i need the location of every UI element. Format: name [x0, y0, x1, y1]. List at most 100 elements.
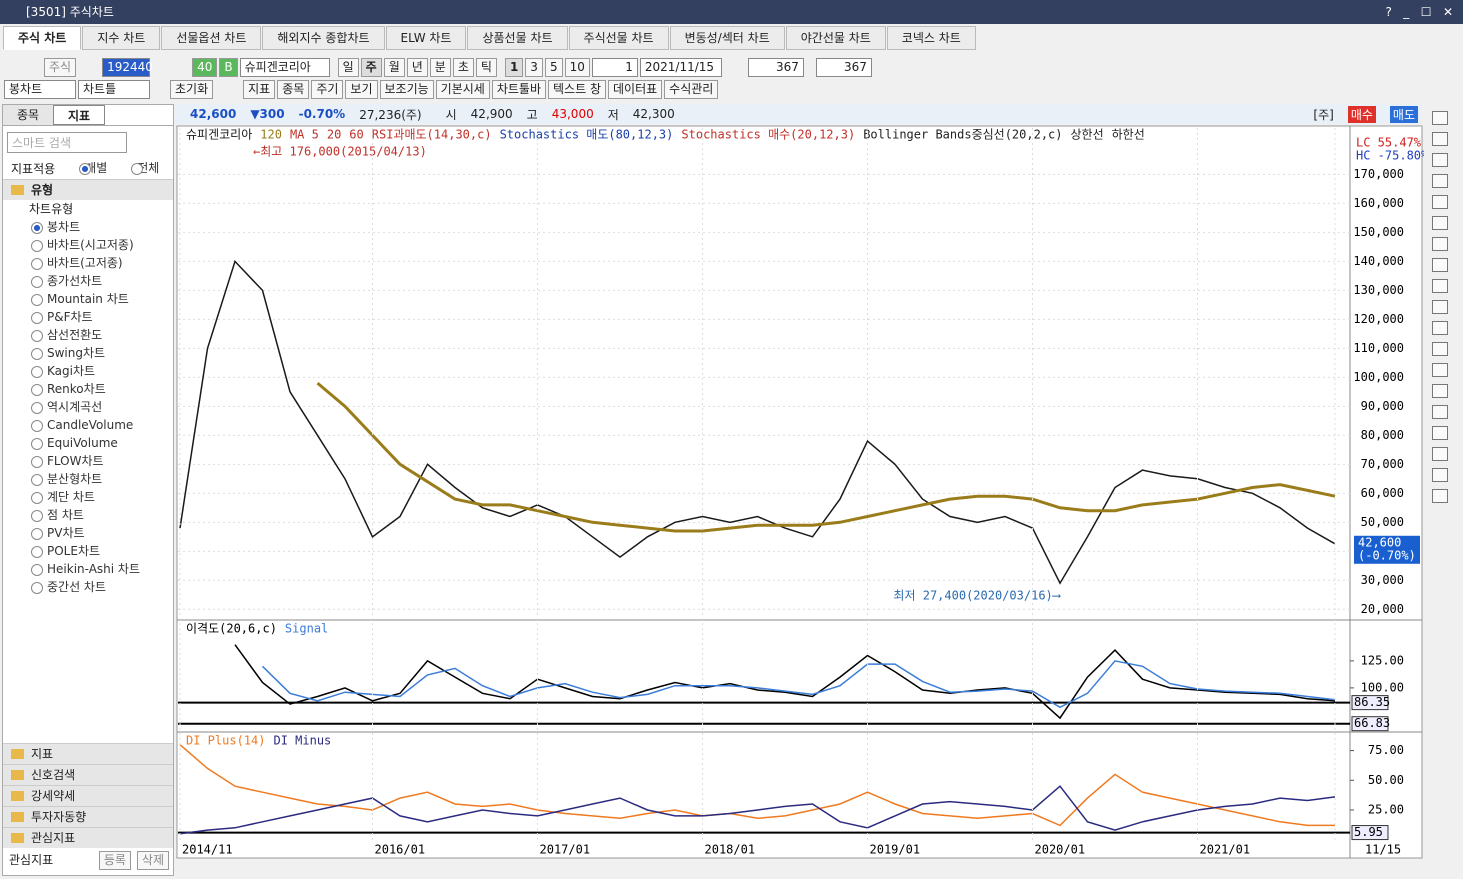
count-button[interactable]: 1	[504, 57, 524, 77]
date-input[interactable]: 2021/11/15	[639, 57, 722, 77]
chart-type[interactable]: Renko차트	[19, 380, 173, 398]
period-button[interactable]: 틱	[475, 57, 497, 77]
tool[interactable]	[1432, 426, 1448, 440]
chart-type[interactable]: 삼선전환도	[19, 326, 173, 344]
count-button[interactable]: 10	[564, 57, 590, 77]
group-header[interactable]: 신호검색	[3, 764, 173, 785]
chart-type[interactable]: 점 차트	[19, 506, 173, 524]
tool-button[interactable]: 종목	[277, 79, 310, 99]
period-button[interactable]: 월	[383, 57, 405, 77]
tool[interactable]	[1432, 216, 1448, 230]
radio[interactable]: 개별	[67, 159, 107, 177]
tab[interactable]: 주식 차트	[3, 26, 82, 50]
side-tab[interactable]: 지표	[53, 105, 105, 125]
chart-type[interactable]: Mountain 차트	[19, 290, 173, 308]
group-header[interactable]: 강세약세	[3, 785, 173, 806]
quote-sell[interactable]: 매도	[1389, 105, 1418, 123]
tool[interactable]	[1432, 174, 1448, 188]
chart-type[interactable]: 바차트(시고저종)	[19, 236, 173, 254]
tab[interactable]: 지수 차트	[82, 26, 161, 50]
chart-type[interactable]: EquiVolume	[19, 434, 173, 452]
chart-type[interactable]: CandleVolume	[19, 416, 173, 434]
legend-item: 하한선	[1112, 128, 1145, 142]
chart-type[interactable]: Kagi차트	[19, 362, 173, 380]
tool[interactable]	[1432, 153, 1448, 167]
tool-button[interactable]: 기본시세	[435, 79, 490, 99]
tool[interactable]	[1432, 468, 1448, 482]
tool[interactable]	[1432, 363, 1448, 377]
chart-type[interactable]: PV차트	[19, 524, 173, 542]
tool-button[interactable]: 초기화	[170, 79, 214, 99]
tool-button[interactable]: 보조기능	[379, 79, 434, 99]
count-button[interactable]: 5	[544, 57, 563, 77]
tool-button[interactable]: 차트툴바	[491, 79, 547, 99]
tool-button[interactable]: 보기	[345, 79, 378, 99]
tool[interactable]	[1432, 489, 1448, 503]
tool[interactable]	[1432, 132, 1448, 146]
window-controls[interactable]: ? _ ☐ ✕	[1385, 5, 1453, 19]
chart-type[interactable]: POLE차트	[19, 542, 173, 560]
tab[interactable]: 야간선물 차트	[785, 26, 886, 50]
tool-button[interactable]: 데이터표	[608, 79, 663, 99]
radio[interactable]: 전체	[119, 159, 159, 177]
code-input[interactable]: 192440	[102, 57, 153, 77]
tab[interactable]: 상품선물 차트	[467, 26, 568, 50]
tool[interactable]	[1432, 258, 1448, 272]
y-tick-label: 100.00	[1361, 680, 1404, 694]
tool[interactable]	[1432, 405, 1448, 419]
unit-select[interactable]: 1	[591, 57, 638, 77]
tool[interactable]	[1432, 279, 1448, 293]
tab[interactable]: 주식선물 차트	[568, 26, 669, 50]
quote-buy[interactable]: 매수	[1347, 105, 1376, 123]
legend-item: DI Plus(14)	[186, 734, 265, 748]
chart-type[interactable]: 역시계곡선	[19, 398, 173, 416]
chart-type[interactable]: 분산형차트	[19, 470, 173, 488]
tool[interactable]	[1432, 321, 1448, 335]
footer-button[interactable]: 삭제	[136, 851, 169, 870]
tool[interactable]	[1432, 447, 1448, 461]
bottom-groups: 지표 신호검색 강세약세 투자자동향 관심지표	[3, 743, 173, 848]
count-button[interactable]: 3	[525, 57, 543, 77]
chart-type[interactable]: P&F차트	[19, 308, 173, 326]
chip[interactable]: 40	[192, 57, 218, 77]
tool-button[interactable]: 텍스트 창	[548, 79, 606, 99]
chart-type[interactable]: 바차트(고저종)	[19, 254, 173, 272]
chart-type[interactable]: 종가선차트	[19, 272, 173, 290]
tab[interactable]: ELW 차트	[385, 26, 467, 50]
tool[interactable]	[1432, 300, 1448, 314]
chart-type[interactable]: FLOW차트	[19, 452, 173, 470]
tab[interactable]: 변동성/섹터 차트	[669, 26, 785, 50]
tool-button[interactable]: 수식관리	[664, 79, 719, 99]
chart-type[interactable]: 계단 차트	[19, 488, 173, 506]
market-button[interactable]: 주식	[44, 57, 77, 77]
side-tab[interactable]: 종목	[3, 105, 53, 125]
period-button[interactable]: 년	[406, 57, 428, 77]
chart-type[interactable]: Heikin-Ashi 차트	[19, 560, 173, 578]
count-input[interactable]: 367	[747, 57, 804, 77]
footer-button[interactable]: 등록	[98, 851, 131, 870]
search-input[interactable]: 스마트 검색	[7, 132, 127, 153]
tool[interactable]	[1432, 111, 1448, 125]
tab[interactable]: 해외지수 종합차트	[262, 26, 385, 50]
chip[interactable]: B	[219, 57, 238, 77]
period-button[interactable]: 분	[429, 57, 451, 77]
tool[interactable]	[1432, 384, 1448, 398]
chart-type[interactable]: Swing차트	[19, 344, 173, 362]
period-button[interactable]: 초	[452, 57, 474, 77]
tab[interactable]: 코넥스 차트	[886, 26, 976, 50]
group-header[interactable]: 관심지표	[3, 827, 173, 848]
group-header[interactable]: 지표	[3, 743, 173, 764]
tool[interactable]	[1432, 342, 1448, 356]
group-header[interactable]: 투자자동향	[3, 806, 173, 827]
period-button[interactable]: 주	[360, 57, 382, 77]
period-button[interactable]: 일	[337, 57, 359, 77]
chart-type[interactable]: 중간선 차트	[19, 578, 173, 596]
chart-type[interactable]: 봉차트	[19, 218, 173, 236]
tool-button[interactable]: 봉차트	[4, 79, 76, 99]
tool[interactable]	[1432, 237, 1448, 251]
tab[interactable]: 선물옵션 차트	[161, 26, 262, 50]
tool-button[interactable]: 차트틀	[78, 79, 150, 99]
tool[interactable]	[1432, 195, 1448, 209]
tool-button[interactable]: 주기	[311, 79, 344, 99]
tool-button[interactable]: 지표	[243, 79, 276, 99]
